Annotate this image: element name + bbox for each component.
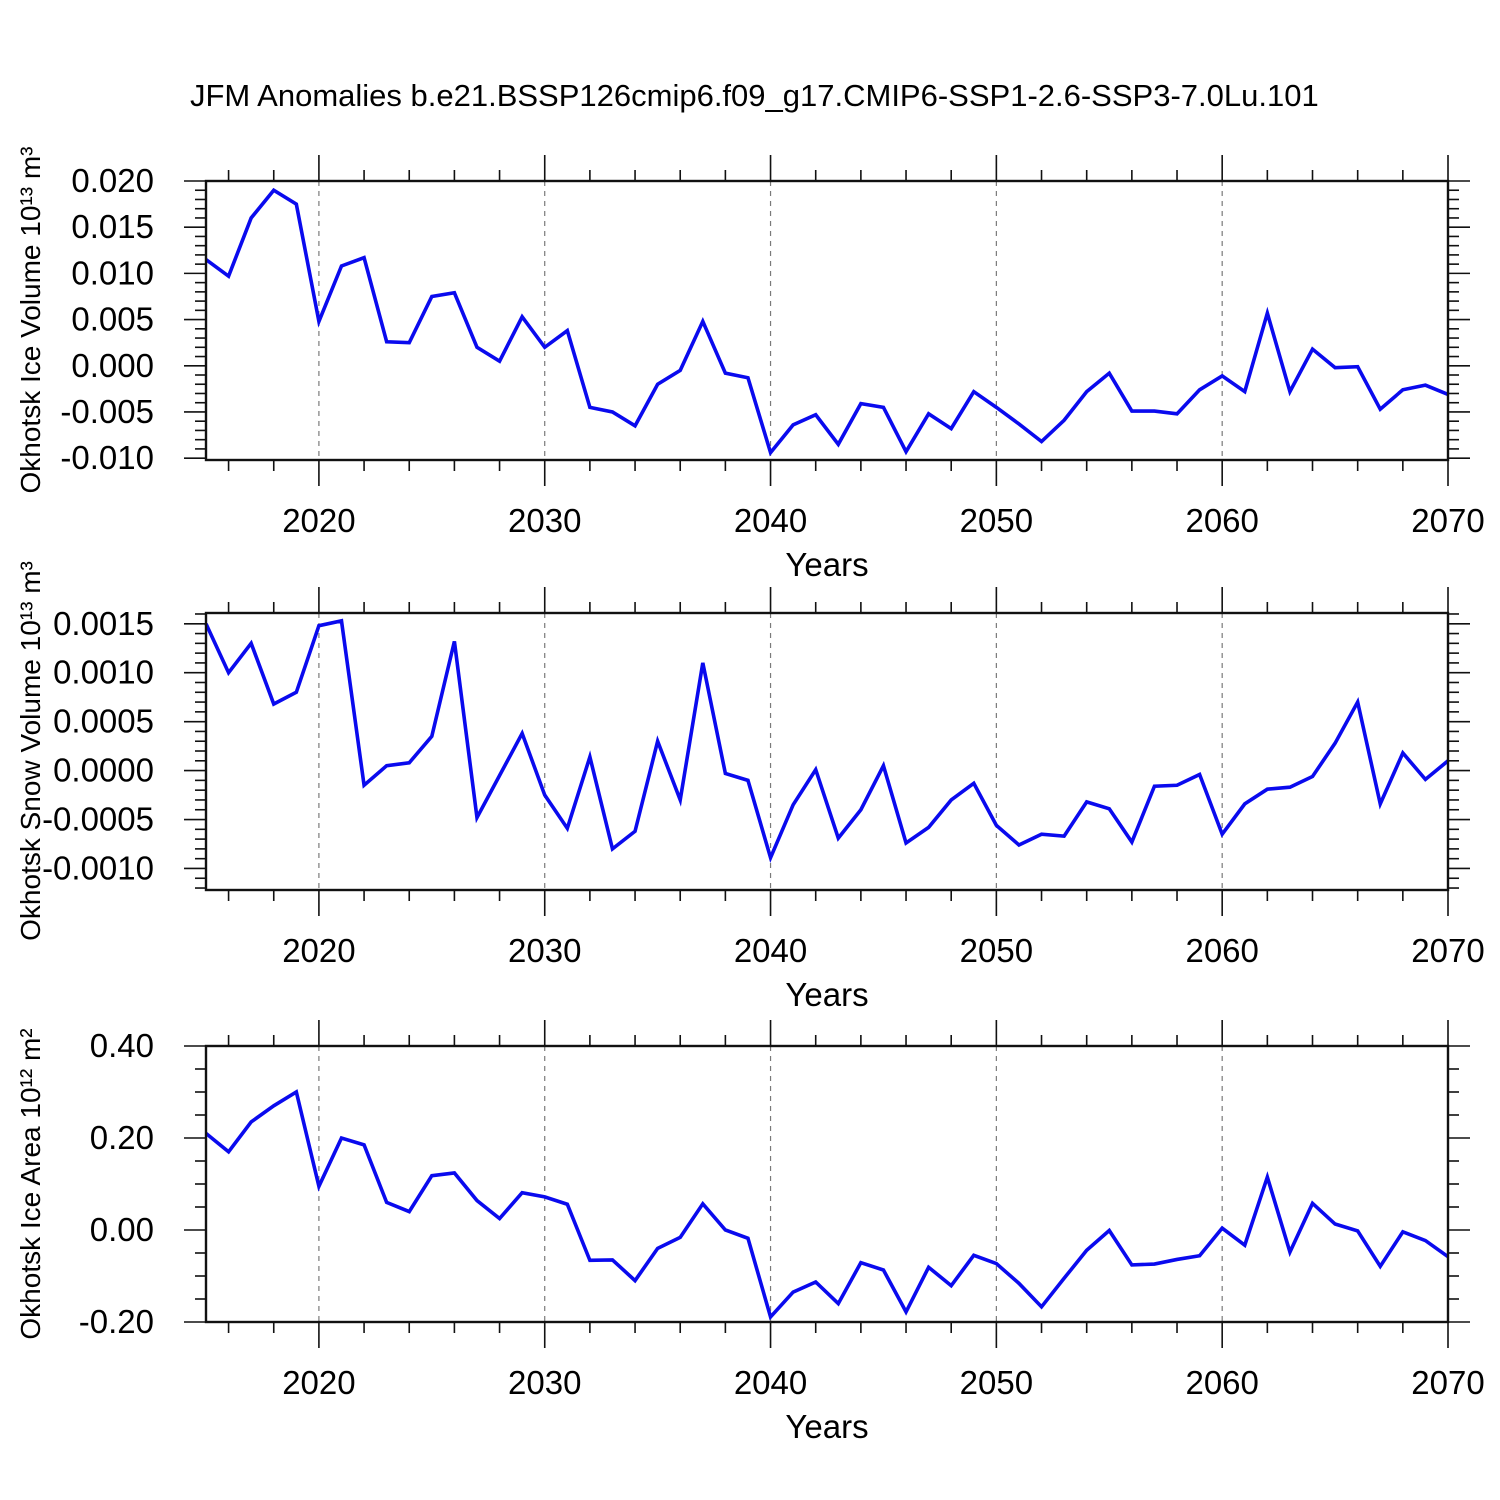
svg-text:2050: 2050 <box>960 932 1033 969</box>
svg-text:-0.20: -0.20 <box>79 1303 154 1340</box>
svg-text:0.000: 0.000 <box>71 347 154 384</box>
panel-ice-area: 2020 2030 2040 2050 2060 2070 0.40 0.20 0.00 -0.2… <box>79 1020 1485 1401</box>
svg-text:2040: 2040 <box>734 932 807 969</box>
svg-text:0.015: 0.015 <box>71 208 154 245</box>
svg-text:0.0010: 0.0010 <box>53 654 154 691</box>
svg-text:-0.0010: -0.0010 <box>42 849 154 886</box>
svg-text:2060: 2060 <box>1185 502 1258 539</box>
svg-text:0.40: 0.40 <box>90 1027 154 1064</box>
svg-text:-0.005: -0.005 <box>60 393 154 430</box>
svg-text:2050: 2050 <box>960 1364 1033 1401</box>
svg-text:2050: 2050 <box>960 502 1033 539</box>
xlabel-years-panel2: Years <box>785 976 869 1013</box>
svg-text:2040: 2040 <box>734 502 807 539</box>
xlabel-years-panel3: Years <box>785 1408 869 1445</box>
svg-text:2070: 2070 <box>1411 502 1484 539</box>
svg-text:0.0005: 0.0005 <box>53 703 154 740</box>
svg-text:0.0000: 0.0000 <box>53 752 154 789</box>
svg-text:2070: 2070 <box>1411 932 1484 969</box>
svg-text:0.20: 0.20 <box>90 1119 154 1156</box>
svg-text:2060: 2060 <box>1185 932 1258 969</box>
svg-text:2020: 2020 <box>282 1364 355 1401</box>
svg-text:2020: 2020 <box>282 502 355 539</box>
panel-ice-volume: 2020 2030 2040 2050 2060 2070 0.020 0.015 0.010 0… <box>60 155 1485 539</box>
panel-snow-volume: 2020 2030 2040 2050 2060 2070 0.0015 0.0010 0.00… <box>42 587 1485 969</box>
chart-title: JFM Anomalies b.e21.BSSP126cmip6.f09_g17… <box>190 78 1319 113</box>
svg-text:2070: 2070 <box>1411 1364 1484 1401</box>
svg-text:-0.010: -0.010 <box>60 439 154 476</box>
xlabel-years-panel1: Years <box>785 546 869 583</box>
svg-text:0.010: 0.010 <box>71 254 154 291</box>
svg-text:2020: 2020 <box>282 932 355 969</box>
svg-text:2030: 2030 <box>508 502 581 539</box>
svg-text:2040: 2040 <box>734 1364 807 1401</box>
svg-text:2030: 2030 <box>508 1364 581 1401</box>
svg-text:0.020: 0.020 <box>71 162 154 199</box>
svg-text:0.0015: 0.0015 <box>53 605 154 642</box>
svg-text:2060: 2060 <box>1185 1364 1258 1401</box>
svg-text:-0.0005: -0.0005 <box>42 801 154 838</box>
svg-text:0.00: 0.00 <box>90 1211 154 1248</box>
svg-text:2030: 2030 <box>508 932 581 969</box>
svg-text:0.005: 0.005 <box>71 301 154 338</box>
